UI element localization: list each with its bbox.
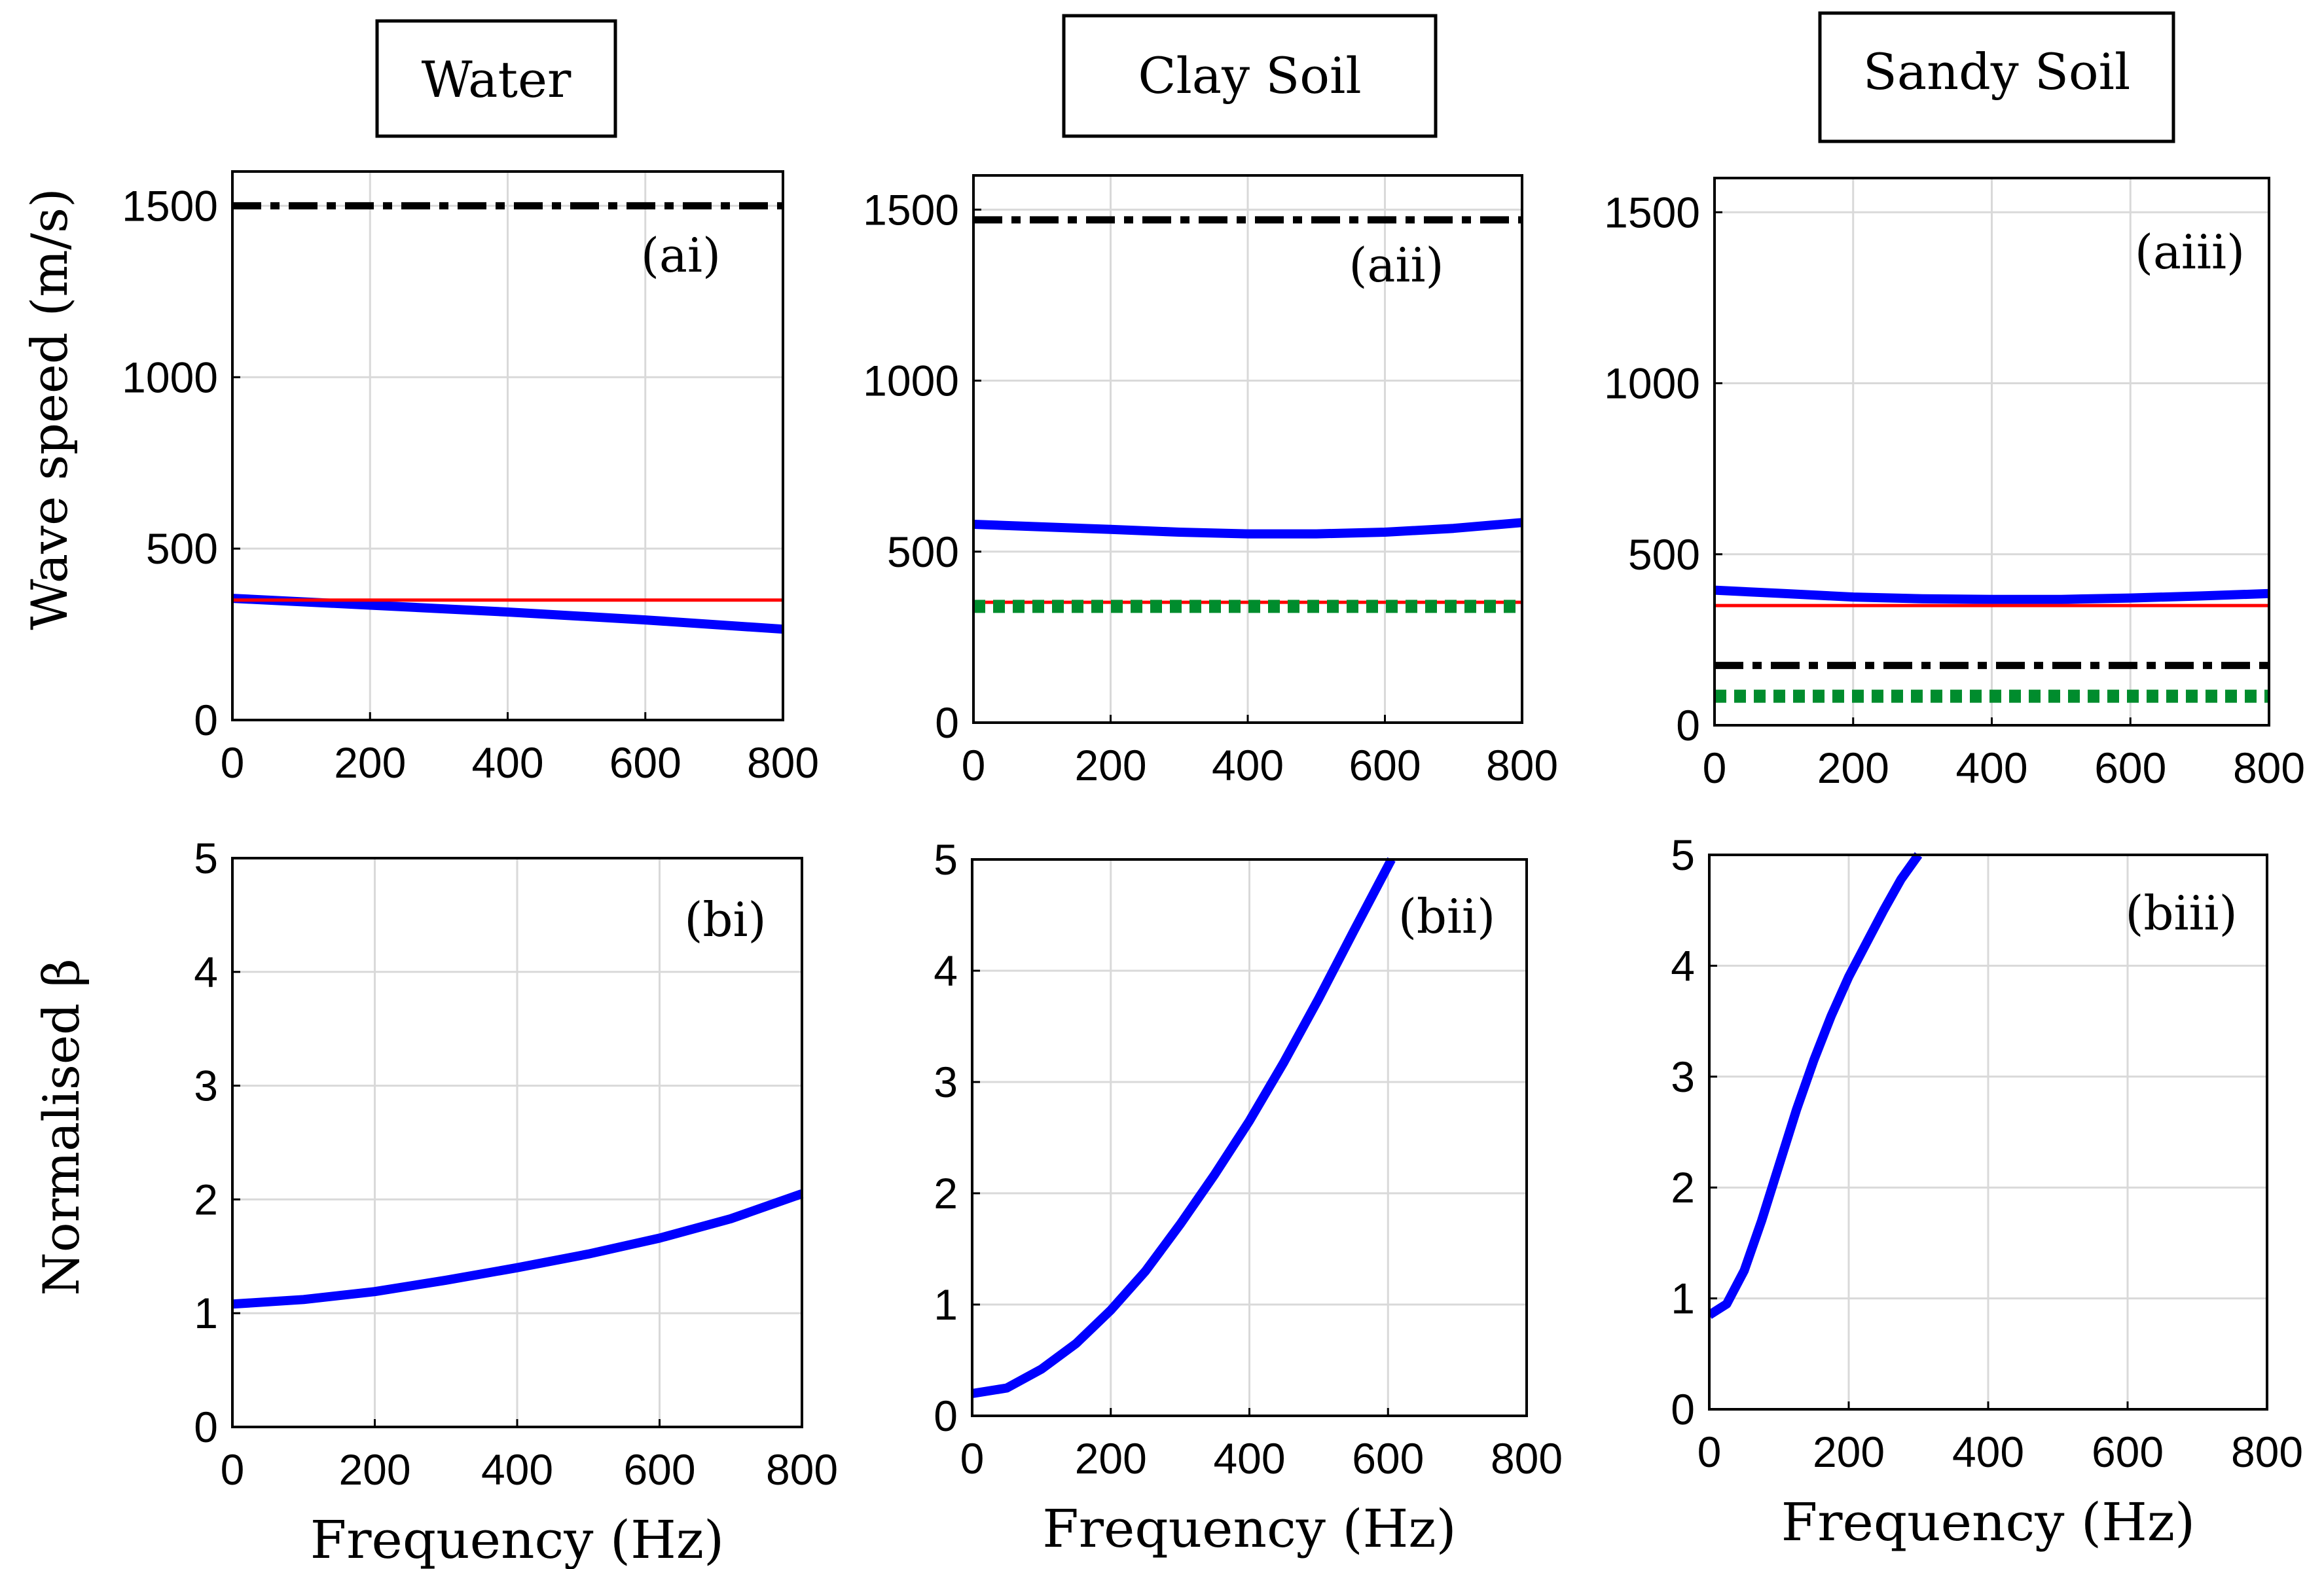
title-sandy-soil: Sandy Soil [1863,43,2131,101]
x-tick-label: 200 [1813,1428,1885,1476]
series-group [232,1189,804,1309]
series-group [232,202,784,634]
ylabel-normalised-beta: Normalised β [32,958,90,1295]
panel-label: (aii) [1349,238,1443,293]
title-box-frame [375,19,617,138]
series-blue-line [232,1189,804,1309]
title-water: Water [422,50,572,109]
panel-aiii: 0 200 400 600 800 0 500 1000 1500 (aiii) [1604,177,2305,792]
y-tick-label: 1000 [122,353,218,401]
x-tick-label: 0 [1703,744,1727,792]
x-tick-label: 600 [2092,1428,2164,1476]
y-tick-label: 3 [934,1058,958,1106]
x-tick-label: 800 [2233,744,2305,792]
panel-label: (ai) [641,228,721,283]
x-axis-label: Frequency (Hz) [310,1509,724,1569]
y-tick-label: 500 [146,524,218,573]
ylabel-wave-speed: Wave speed (m/s) [20,188,79,630]
x-tick-label: 600 [623,1445,695,1494]
x-tick-label: 400 [1952,1428,2024,1476]
series-blue-line [972,857,1396,1398]
title-box-sandy: Sandy Soil [1818,11,2175,143]
x-tick-label: 200 [338,1445,410,1494]
x-tick-label: 400 [471,738,543,787]
x-tick-label: 0 [221,738,245,787]
series-blue-line [1715,585,2270,604]
x-tick-label: 0 [962,741,986,789]
x-tick-label: 600 [609,738,681,787]
y-tick-label: 5 [1671,831,1695,879]
y-tick-label: 1000 [1604,359,1700,408]
x-tick-label: 600 [1352,1434,1424,1483]
y-tick-label: 2 [1671,1163,1695,1212]
y-tick-label: 0 [194,696,218,744]
y-tick-label: 2 [934,1169,958,1217]
title-box-clay: Clay Soil [1062,14,1438,138]
x-tick-label: 200 [1817,744,1889,792]
title-box-frame [1062,14,1438,138]
y-tick-label: 1 [934,1280,958,1329]
y-tick-label: 4 [934,947,958,995]
title-box-water: Water [375,19,617,138]
y-tick-label: 0 [194,1403,218,1451]
series-blue-line [232,594,784,634]
series-group [1709,852,1923,1319]
x-tick-label: 0 [221,1445,245,1494]
y-tick-label: 500 [887,528,959,576]
series-group [972,857,1396,1398]
x-tick-label: 0 [1698,1428,1722,1476]
x-tick-label: 800 [747,738,819,787]
y-tick-label: 500 [1628,530,1700,579]
x-tick-label: 600 [1349,741,1421,789]
y-tick-label: 1000 [863,357,959,405]
x-axis-label: Frequency (Hz) [1042,1498,1456,1559]
y-tick-label: 4 [1671,941,1695,990]
panel-aii: 0 200 400 600 800 0 500 1000 1500 (aii) [863,174,1558,789]
series-group [973,216,1523,613]
title-clay-soil: Clay Soil [1138,46,1361,105]
panel-label: (bi) [684,892,766,947]
x-tick-label: 200 [334,738,406,787]
x-tick-label: 800 [2231,1428,2303,1476]
x-tick-label: 400 [1213,1434,1285,1483]
y-tick-label: 1500 [863,185,959,234]
panel-label: (bii) [1398,889,1495,944]
panel-ai: 0 200 400 600 800 0 500 1000 1500 (ai) [122,170,819,787]
y-tick-label: 5 [194,834,218,882]
y-tick-label: 0 [1676,701,1700,749]
panel-label: (biii) [2125,886,2237,941]
panel-biii: 0 200 400 600 800 0 1 2 3 4 5 (biii) Frequency (Hz) [1671,831,2303,1553]
y-tick-label: 0 [934,1392,958,1440]
y-tick-label: 3 [194,1062,218,1110]
y-tick-label: 3 [1671,1053,1695,1101]
x-tick-label: 200 [1074,741,1146,789]
y-tick-label: 1500 [122,181,218,230]
x-tick-label: 600 [2094,744,2166,792]
title-box-frame [1818,11,2175,143]
panel-bi: 0 200 400 600 800 0 1 2 3 4 5 (bi) Frequency (Hz) [194,834,838,1569]
x-tick-label: 800 [1491,1434,1563,1483]
y-tick-label: 2 [194,1175,218,1223]
x-axis-label: Frequency (Hz) [1781,1492,2195,1553]
y-tick-label: 0 [935,698,959,747]
y-tick-label: 0 [1671,1385,1695,1434]
x-tick-label: 200 [1075,1434,1147,1483]
x-tick-label: 400 [481,1445,553,1494]
y-tick-label: 1 [1671,1274,1695,1323]
x-tick-label: 400 [1955,744,2027,792]
y-tick-label: 1500 [1604,188,1700,236]
x-tick-label: 400 [1212,741,1284,789]
series-blue-line [1709,852,1923,1319]
x-tick-label: 800 [1486,741,1558,789]
x-tick-label: 0 [960,1434,985,1483]
panel-label: (aiii) [2135,225,2245,280]
panel-bii: 0 200 400 600 800 0 1 2 3 4 5 (bii) Frequency (Hz) [934,835,1563,1559]
y-tick-label: 5 [934,835,958,884]
y-tick-label: 4 [194,948,218,996]
x-tick-label: 800 [766,1445,838,1494]
series-group [1715,585,2270,703]
y-tick-label: 1 [194,1289,218,1337]
series-blue-line [973,518,1523,539]
